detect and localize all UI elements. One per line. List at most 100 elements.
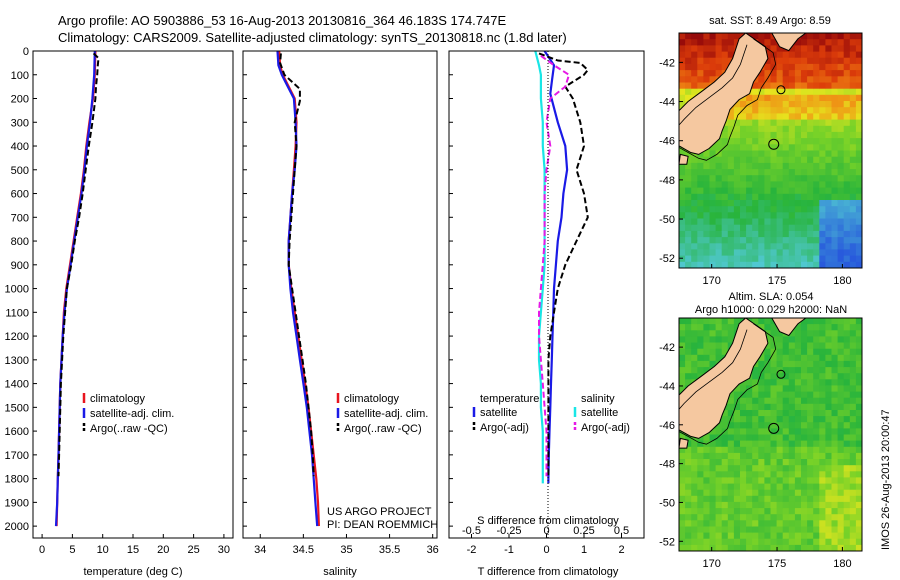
map-cell — [752, 532, 759, 540]
map-cell — [776, 544, 784, 551]
map-cell — [746, 465, 753, 472]
map-cell — [709, 526, 717, 534]
map-cell — [727, 397, 735, 405]
map-cell — [691, 187, 698, 195]
map-cell — [801, 342, 808, 350]
map-cell — [855, 125, 862, 133]
map-cell — [679, 230, 686, 238]
map-cell — [849, 76, 857, 84]
map-cell — [715, 471, 723, 478]
map-cell — [770, 82, 778, 90]
map-cell — [825, 318, 833, 325]
map-cell — [849, 477, 857, 485]
map-cell — [715, 348, 723, 356]
map-cell — [813, 477, 820, 485]
map-cell — [831, 181, 839, 189]
map-cell — [703, 206, 711, 213]
map-cell — [715, 249, 723, 257]
land-mass — [771, 318, 807, 337]
map-cell — [764, 379, 772, 386]
map-cell — [727, 336, 735, 344]
map-cell — [764, 39, 772, 46]
x-tick-label: 0 — [39, 544, 45, 556]
map-cell — [758, 403, 765, 411]
map-cell — [752, 144, 759, 152]
map-cell — [843, 520, 851, 527]
map-cell — [855, 416, 862, 423]
map-cell — [733, 249, 741, 257]
map-cell — [843, 514, 851, 521]
map-cell — [752, 520, 759, 527]
map-cell — [691, 156, 698, 164]
map-cell — [691, 360, 698, 368]
map-cell — [782, 206, 790, 213]
map-cell — [801, 416, 808, 423]
map-cell — [679, 101, 686, 108]
map-cell — [721, 243, 729, 251]
map-cell — [758, 428, 765, 436]
map-cell — [764, 212, 772, 220]
map-cell — [679, 175, 686, 182]
map-cell — [825, 175, 833, 182]
map-cell — [831, 39, 839, 46]
map-cell — [831, 206, 839, 213]
map-cell — [807, 249, 814, 257]
map-cell — [776, 162, 784, 170]
map-cell — [709, 434, 717, 442]
map-cell — [782, 212, 790, 220]
map-cell — [721, 212, 729, 220]
map-cell — [849, 131, 857, 139]
map-cell — [733, 212, 741, 220]
map-cell — [758, 193, 765, 201]
y-tick-label: 1800 — [5, 474, 29, 486]
map-cell — [758, 520, 765, 527]
y-tick-label: 800 — [11, 236, 29, 248]
map-cell — [825, 416, 833, 423]
map-cell — [727, 181, 735, 189]
map-cell — [843, 261, 851, 268]
map-cell — [746, 230, 753, 238]
map-cell — [758, 169, 765, 176]
map-cell — [679, 501, 686, 509]
map-cell — [679, 33, 686, 40]
map-cell — [819, 391, 826, 399]
map-cell — [679, 514, 686, 521]
map-cell — [727, 33, 735, 40]
map-cell — [764, 410, 772, 417]
map-cell — [794, 520, 802, 527]
map-cell — [770, 514, 778, 521]
map-cell — [813, 367, 820, 374]
map-cell — [776, 477, 784, 485]
map-cell — [825, 501, 833, 509]
map-cell — [770, 489, 778, 497]
map-cell — [843, 113, 851, 121]
map-cell — [794, 385, 802, 393]
map-cell — [709, 318, 717, 325]
map-cell — [697, 63, 704, 71]
map-cell — [837, 249, 845, 257]
map-cell — [813, 181, 820, 189]
map-cell — [825, 150, 833, 158]
map-cell — [764, 169, 772, 176]
map-cell — [727, 422, 735, 429]
map-cell — [740, 471, 747, 478]
map-y-tick-label: -50 — [659, 497, 675, 509]
map-cell — [685, 495, 692, 503]
map-cell — [801, 318, 808, 325]
map-cell — [813, 212, 820, 220]
legend-header: salinity — [581, 393, 615, 405]
map-cell — [807, 224, 814, 232]
map-cell — [721, 175, 729, 182]
map-cell — [782, 501, 790, 509]
map-cell — [837, 144, 845, 152]
map-cell — [819, 354, 826, 362]
map-cell — [685, 440, 692, 448]
map-cell — [697, 354, 704, 362]
map-cell — [691, 243, 698, 251]
map-cell — [849, 243, 857, 251]
map-cell — [788, 162, 796, 170]
map-cell — [819, 416, 826, 423]
y-tick-label: 500 — [11, 165, 29, 177]
map-cell — [855, 156, 862, 164]
map-cell — [721, 514, 729, 521]
